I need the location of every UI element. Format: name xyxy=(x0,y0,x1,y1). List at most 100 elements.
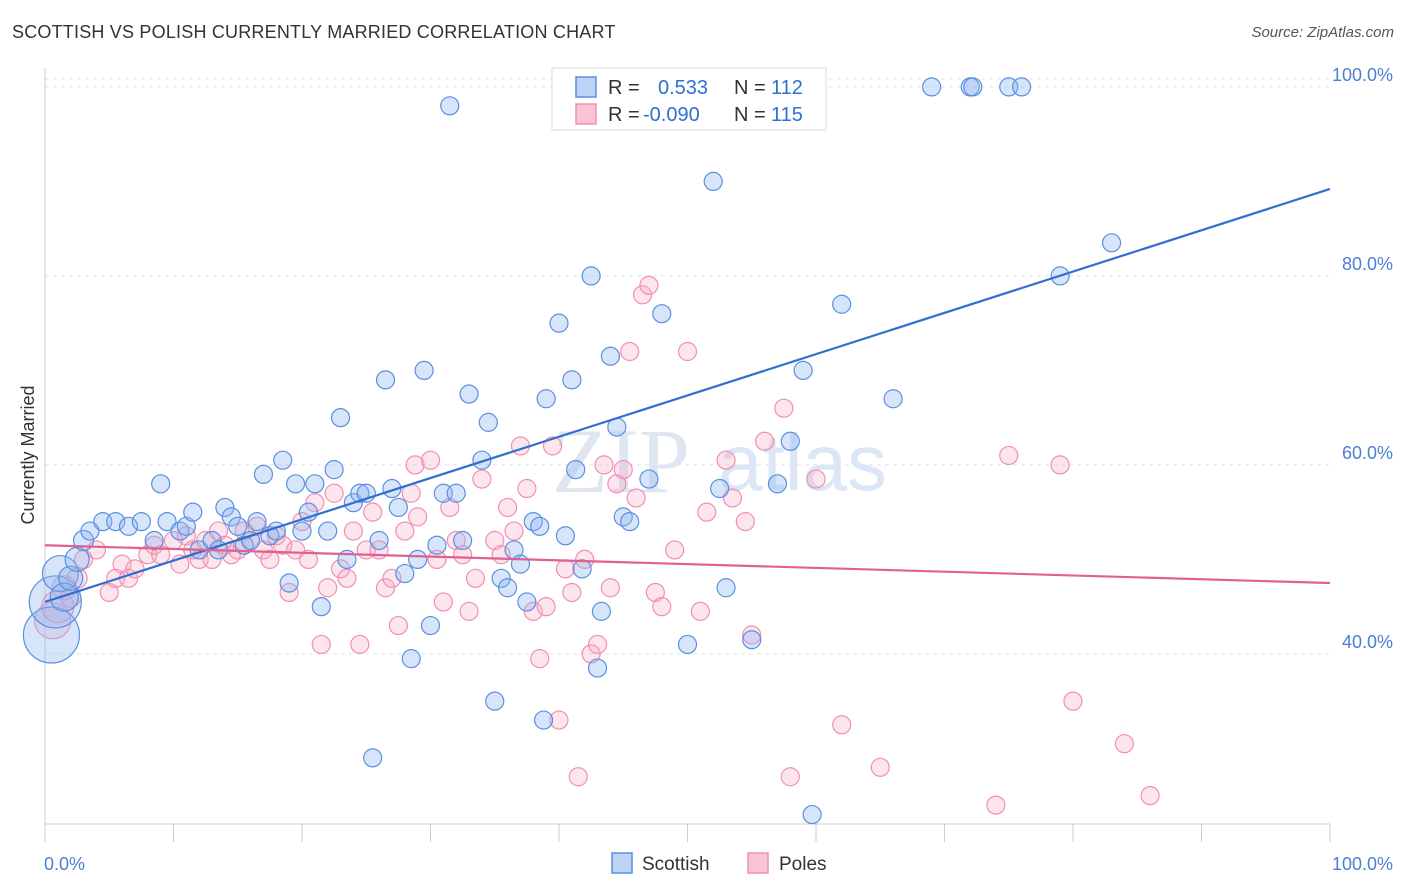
scottish-point-14 xyxy=(157,511,177,532)
scottish-point-2 xyxy=(41,554,80,593)
poles-point-81 xyxy=(594,455,614,475)
poles-point-94 xyxy=(697,502,717,522)
scottish-point-74 xyxy=(562,370,582,390)
poles-point-58 xyxy=(440,497,460,518)
scottish-point-17 xyxy=(183,502,203,522)
poles-point-46 xyxy=(363,502,383,522)
scottish-point-46 xyxy=(375,370,396,390)
poles-point-55 xyxy=(420,450,441,470)
stats-legend-n-scottish: 112 xyxy=(771,77,803,99)
poles-point-97 xyxy=(735,511,755,532)
poles-point-69 xyxy=(517,478,537,499)
legend-swatch-poles xyxy=(747,852,769,874)
scottish-point-23 xyxy=(228,516,248,536)
scottish-point-79 xyxy=(591,601,612,621)
poles-point-56 xyxy=(427,549,447,570)
stats-legend-n-poles: 115 xyxy=(771,104,803,126)
poles-point-51 xyxy=(395,521,415,541)
scottish-point-52 xyxy=(414,360,434,380)
poles-point-13 xyxy=(144,535,164,555)
scottish-point-88 xyxy=(710,478,730,499)
scottish-point-37 xyxy=(318,521,338,541)
poles-point-90 xyxy=(652,597,672,617)
scottish-point-26 xyxy=(247,511,267,532)
watermark-atlas: atlas xyxy=(718,418,887,507)
scottish-point-80 xyxy=(600,346,621,366)
scottish-point-13 xyxy=(151,474,171,494)
poles-point-105 xyxy=(986,795,1006,815)
poles-point-88 xyxy=(639,275,659,295)
scottish-point-39 xyxy=(330,408,351,428)
poles-point-82 xyxy=(600,578,621,598)
scottish-point-31 xyxy=(279,573,299,593)
poles-point-98 xyxy=(742,625,762,645)
poles-point-66 xyxy=(498,497,518,518)
stats-legend-box xyxy=(551,67,827,131)
stats-legend: R = 0.533 N = 112 R = -0.090 N = 115 xyxy=(551,67,827,131)
poles-point-9 xyxy=(112,554,132,574)
scottish-point-71 xyxy=(536,389,556,409)
scottish-point-9 xyxy=(106,511,126,532)
poles-point-49 xyxy=(382,568,402,588)
scottish-point-33 xyxy=(292,521,312,541)
y-tick-labels: 40.0% 60.0% 80.0% 100.0% xyxy=(1332,65,1393,652)
poles-point-84 xyxy=(613,460,633,480)
y-tick-label-2: 80.0% xyxy=(1342,254,1393,274)
scottish-point-83 xyxy=(620,511,640,532)
scottish-point-96 xyxy=(883,389,903,409)
poles-point-70 xyxy=(523,601,543,621)
poles-point-37 xyxy=(305,493,325,513)
scottish-point-11 xyxy=(131,511,151,532)
poles-point-29 xyxy=(253,540,274,560)
poles-point-59 xyxy=(446,530,466,551)
scottish-point-90 xyxy=(742,630,762,650)
poles-point-30 xyxy=(260,549,280,570)
poles-point-100 xyxy=(774,398,794,418)
scottish-point-45 xyxy=(369,530,389,551)
poles-point-85 xyxy=(620,341,640,362)
poles-point-41 xyxy=(330,559,351,579)
scottish-point-73 xyxy=(555,526,576,546)
poles-point-53 xyxy=(405,455,425,475)
scottish-point-35 xyxy=(305,474,325,494)
scottish-point-97 xyxy=(922,77,942,97)
scottish-point-63 xyxy=(491,568,511,588)
scottish-point-49 xyxy=(395,563,415,584)
poles-point-60 xyxy=(453,545,473,565)
poles-point-86 xyxy=(626,488,646,508)
scottish-point-69 xyxy=(530,516,550,536)
scottish-point-48 xyxy=(388,497,408,518)
scottish-point-77 xyxy=(581,266,601,286)
scottish-point-7 xyxy=(80,521,100,541)
watermark: ZIP atlas xyxy=(552,410,887,512)
poles-point-80 xyxy=(587,634,608,655)
poles-point-7 xyxy=(99,582,119,603)
scottish-point-86 xyxy=(677,634,698,655)
scottish-point-59 xyxy=(459,384,479,404)
poles-point-87 xyxy=(632,285,653,305)
scottish-point-32 xyxy=(285,474,306,494)
poles-point-92 xyxy=(677,341,698,362)
poles-point-62 xyxy=(465,568,486,588)
poles-point-43 xyxy=(343,521,363,541)
scottish-point-27 xyxy=(253,464,274,484)
x-tick-label-min: 0.0% xyxy=(44,854,85,874)
stats-legend-r-scottish: 0.533 xyxy=(658,77,708,99)
poles-point-61 xyxy=(459,601,479,621)
scottish-point-22 xyxy=(221,507,241,527)
poles-point-73 xyxy=(542,436,563,456)
scottish-point-54 xyxy=(427,535,447,555)
scottish-point-16 xyxy=(176,516,196,536)
scottish-point-56 xyxy=(440,96,460,116)
poles-point-110 xyxy=(1140,786,1160,806)
y-axis-title: Currently Married xyxy=(18,385,38,524)
poles-point-34 xyxy=(285,540,306,560)
poles-point-96 xyxy=(722,488,743,508)
chart-title: SCOTTISH VS POLISH CURRENTLY MARRIED COR… xyxy=(12,22,616,42)
scottish-point-1 xyxy=(28,575,82,629)
poles-point-48 xyxy=(375,578,396,598)
poles-point-95 xyxy=(716,450,736,470)
x-axis-ticks xyxy=(44,824,1331,842)
poles-point-36 xyxy=(298,549,319,570)
poles-point-32 xyxy=(273,535,293,555)
